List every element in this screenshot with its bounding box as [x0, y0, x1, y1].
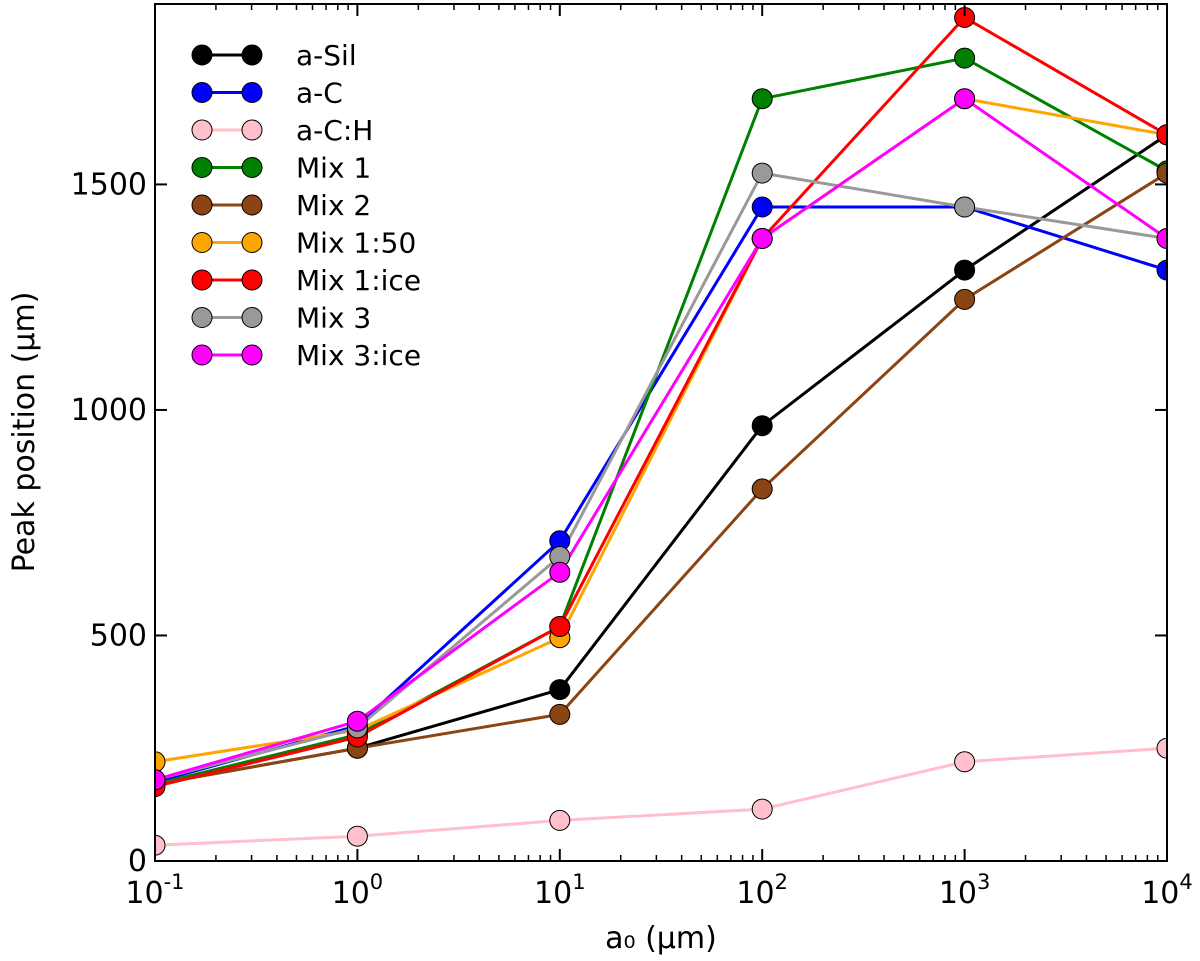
data-point-2-2 [549, 809, 571, 831]
series-line-2 [155, 746, 1167, 847]
series-line-7 [155, 171, 1167, 782]
legend-marker-end-6 [241, 269, 263, 291]
data-point-7-4 [954, 196, 976, 218]
legend-label-4: Mix 2 [296, 189, 371, 222]
data-point-4-4 [954, 288, 976, 310]
data-point-8-2 [549, 561, 571, 583]
data-point-2-4 [954, 751, 976, 773]
x-tick-label: 104 [1141, 870, 1193, 911]
data-point-6-2 [549, 616, 571, 637]
legend-marker-4 [191, 194, 213, 216]
y-tick-label: 0 [128, 844, 147, 879]
data-point-4-2 [549, 703, 571, 725]
data-point-8-3 [751, 228, 773, 249]
data-point-8-4 [954, 88, 976, 110]
data-point-2-5 [1156, 737, 1167, 759]
data-point-4-3 [751, 478, 773, 500]
legend-label-1: a-C [296, 77, 343, 110]
legend-marker-end-0 [241, 44, 263, 66]
data-point-3-3 [751, 88, 773, 110]
series-line-8 [155, 97, 1167, 782]
legend-label-5: Mix 1:50 [296, 227, 416, 260]
legend-marker-end-3 [241, 157, 263, 178]
legend-marker-5 [191, 232, 213, 253]
x-tick-label: 10-1 [125, 870, 184, 911]
legend-marker-end-4 [241, 194, 263, 216]
data-point-8-1 [346, 710, 368, 732]
legend-marker-end-5 [241, 232, 263, 253]
data-point-4-5 [1156, 162, 1167, 184]
legend-marker-3 [191, 157, 213, 178]
x-tick-label: 101 [534, 870, 586, 911]
y-axis-label: Peak position (μm) [7, 292, 42, 573]
data-point-1-3 [751, 196, 773, 218]
y-tick-label: 500 [90, 618, 147, 653]
legend-marker-8 [191, 344, 213, 366]
data-point-2-1 [346, 825, 368, 847]
series-line-6 [155, 16, 1167, 789]
data-point-0-3 [751, 415, 773, 437]
legend-label-7: Mix 3 [296, 302, 371, 335]
data-point-0-4 [954, 259, 976, 281]
legend: a-Sil a-C a-C:H Mix 1 Mix 2 Mix 1:50 Mix 1:ice… [191, 39, 421, 372]
data-point-6-5 [1156, 124, 1167, 146]
data-point-1-5 [1156, 259, 1167, 281]
legend-marker-end-8 [241, 344, 263, 366]
data-point-0-2 [549, 679, 571, 701]
data-point-8-5 [1156, 228, 1167, 249]
x-tick-label: 100 [332, 870, 384, 911]
legend-marker-end-1 [241, 82, 263, 103]
data-point-8-0 [155, 769, 166, 791]
legend-marker-end-7 [241, 307, 263, 328]
data-point-3-4 [954, 47, 976, 69]
y-tick-label: 1500 [71, 167, 147, 202]
y-tick-label: 1000 [71, 393, 147, 428]
x-axis-label: a₀ (μm) [605, 921, 717, 956]
x-tick-label: 103 [939, 870, 991, 911]
legend-marker-7 [191, 307, 213, 328]
legend-label-8: Mix 3:ice [296, 339, 421, 372]
legend-label-3: Mix 1 [296, 152, 371, 185]
data-point-2-3 [751, 798, 773, 820]
legend-marker-6 [191, 269, 213, 291]
legend-label-6: Mix 1:ice [296, 264, 421, 297]
legend-marker-1 [191, 82, 213, 103]
legend-label-2: a-C:H [296, 114, 373, 147]
data-point-5-0 [155, 751, 166, 773]
series-line-4 [155, 171, 1167, 786]
data-point-2-0 [155, 834, 166, 856]
legend-marker-0 [191, 44, 213, 66]
data-point-7-3 [751, 162, 773, 184]
legend-marker-2 [191, 119, 213, 141]
plot-frame [154, 3, 1168, 862]
legend-marker-end-2 [241, 119, 263, 141]
legend-label-0: a-Sil [296, 39, 357, 72]
x-tick-label: 102 [736, 870, 788, 911]
